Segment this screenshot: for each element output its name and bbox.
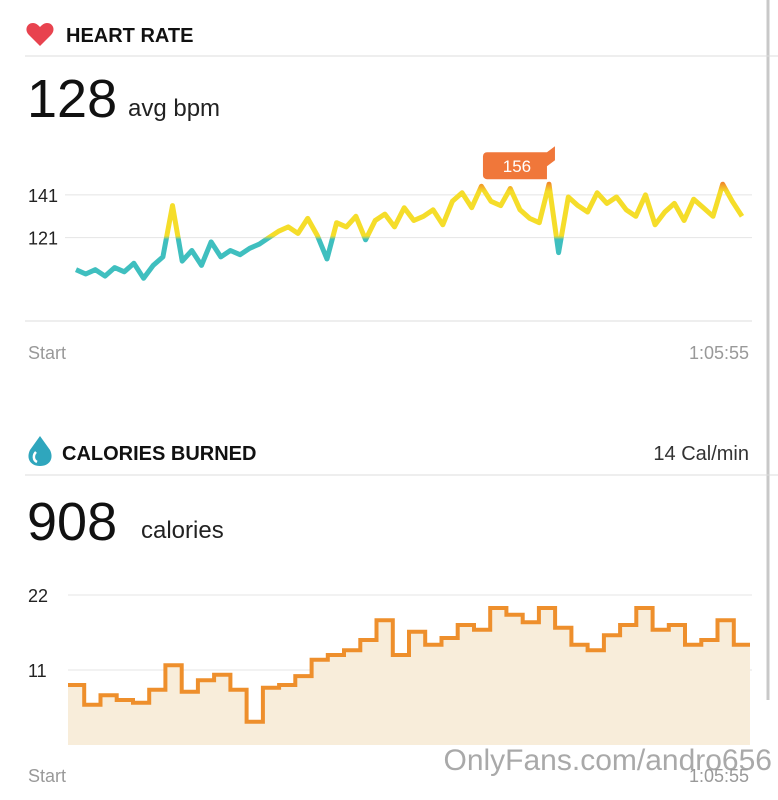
x-label: 1:05:55 [689,343,749,363]
y-tick-label: 22 [28,586,48,606]
peak-label: 156 [503,157,531,176]
watermark: OnlyFans.com/andro656 [443,744,772,777]
calorie-line [68,606,750,724]
rate: 14 Cal/min [653,443,749,465]
plots: 141 121 156 22 11 [28,146,752,745]
big-value: 908 [27,492,117,552]
area [68,608,750,745]
heart-rate-line [74,181,745,281]
y-tick-label: 141 [28,186,58,206]
peak-tooltip [482,146,555,180]
y-tick-label: 11 [28,661,47,681]
x-label: 1:05:55 [689,766,749,786]
big-value: 128 [27,69,117,129]
drop-highlight [32,451,38,464]
x-label: Start [28,343,66,363]
unit: avg bpm [128,95,220,122]
x-label: Start [28,766,66,786]
unit: calories [141,517,224,544]
heart-icon [26,23,54,46]
drop-icon [28,436,52,466]
y-tick-label: 121 [28,229,58,249]
section-title: HEART RATE [66,25,193,47]
section-title: CALORIES BURNED [62,443,256,465]
